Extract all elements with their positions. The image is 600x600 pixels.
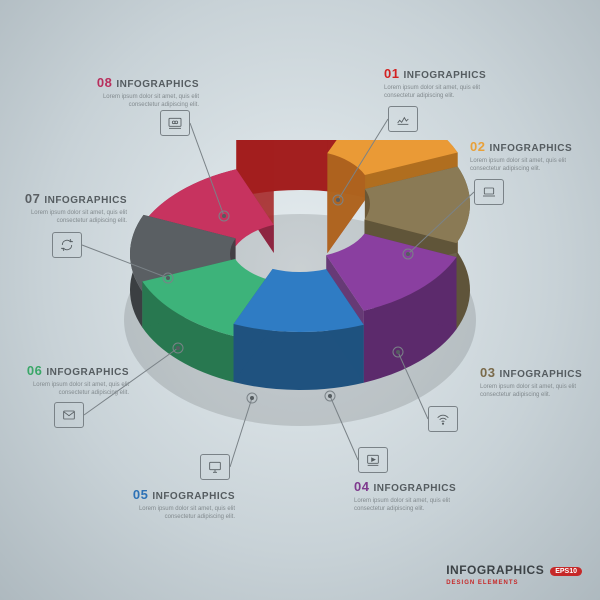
footer: INFOGRAPHICS EPS10 DESIGN ELEMENTS — [446, 562, 582, 586]
footer-title: INFOGRAPHICS — [446, 563, 544, 577]
callout-title: INFOGRAPHICS — [44, 195, 127, 207]
cycle-icon — [52, 232, 82, 258]
callout-05: 05 INFOGRAPHICS Lorem ipsum dolor sit amet… — [120, 486, 235, 522]
callout-number: 08 — [97, 76, 112, 91]
callout-number: 06 — [27, 364, 42, 379]
callout-01: 01 INFOGRAPHICS Lorem ipsum dolor sit amet… — [384, 65, 499, 101]
callout-desc: Lorem ipsum dolor sit amet, quis elit co… — [84, 94, 199, 110]
play-icon — [358, 447, 388, 473]
callout-title: INFOGRAPHICS — [373, 483, 456, 495]
donut-chart — [120, 140, 480, 460]
callout-07: 07 INFOGRAPHICS Lorem ipsum dolor sit amet… — [12, 190, 127, 226]
callout-number: 04 — [354, 480, 369, 495]
callout-title: INFOGRAPHICS — [489, 143, 572, 155]
callout-desc: Lorem ipsum dolor sit amet, quis elit co… — [120, 506, 235, 522]
callout-desc: Lorem ipsum dolor sit amet, quis elit co… — [470, 158, 585, 174]
callout-desc: Lorem ipsum dolor sit amet, quis elit co… — [480, 384, 595, 400]
callout-title: INFOGRAPHICS — [499, 369, 582, 381]
callout-02: 02 INFOGRAPHICS Lorem ipsum dolor sit amet… — [470, 138, 585, 174]
mail-icon — [54, 402, 84, 428]
callout-04: 04 INFOGRAPHICS Lorem ipsum dolor sit amet… — [354, 478, 469, 514]
wifi-icon — [428, 406, 458, 432]
callout-number: 05 — [133, 488, 148, 503]
callout-number: 01 — [384, 67, 399, 82]
eps-badge: EPS10 — [550, 567, 582, 576]
callout-03: 03 INFOGRAPHICS Lorem ipsum dolor sit amet… — [480, 364, 595, 400]
monitor-icon — [200, 454, 230, 480]
callout-desc: Lorem ipsum dolor sit amet, quis elit co… — [384, 85, 499, 101]
callout-desc: Lorem ipsum dolor sit amet, quis elit co… — [354, 498, 469, 514]
callout-desc: Lorem ipsum dolor sit amet, quis elit co… — [14, 382, 129, 398]
callout-number: 07 — [25, 192, 40, 207]
callout-title: INFOGRAPHICS — [152, 491, 235, 503]
callout-number: 02 — [470, 140, 485, 155]
footer-subtitle: DESIGN ELEMENTS — [446, 580, 582, 586]
callout-06: 06 INFOGRAPHICS Lorem ipsum dolor sit amet… — [14, 362, 129, 398]
callout-desc: Lorem ipsum dolor sit amet, quis elit co… — [12, 210, 127, 226]
callout-number: 03 — [480, 366, 495, 381]
callout-08: 08 INFOGRAPHICS Lorem ipsum dolor sit amet… — [84, 74, 199, 110]
bars-icon — [388, 106, 418, 132]
callout-title: INFOGRAPHICS — [46, 367, 129, 379]
gears-icon — [160, 110, 190, 136]
laptop-icon — [474, 179, 504, 205]
callout-title: INFOGRAPHICS — [403, 70, 486, 82]
callout-title: INFOGRAPHICS — [116, 79, 199, 91]
